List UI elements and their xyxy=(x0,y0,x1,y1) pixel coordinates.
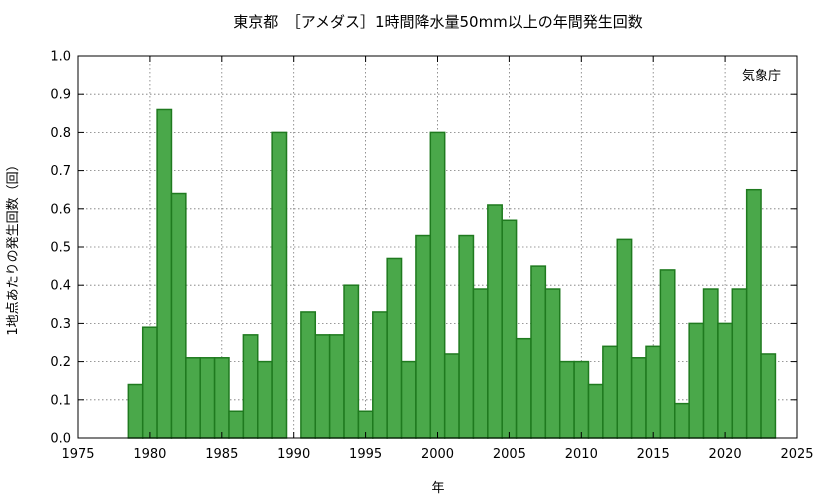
x-tick-label: 2010 xyxy=(565,447,598,462)
bar-1989 xyxy=(271,131,288,439)
bar-2008 xyxy=(544,288,561,439)
bar-1988 xyxy=(257,360,273,439)
y-tick-label: 0.1 xyxy=(50,393,71,408)
bar-2007 xyxy=(530,265,547,439)
y-tick-label: 1.0 xyxy=(50,50,71,65)
x-axis-label: 年 xyxy=(431,481,444,496)
bar-1979 xyxy=(127,383,144,439)
bar-2016 xyxy=(659,269,676,439)
bar-2015 xyxy=(645,345,662,439)
bar-2019 xyxy=(702,288,719,439)
bar-2014 xyxy=(630,357,647,439)
y-tick-label: 0.5 xyxy=(50,241,71,256)
bar-2010 xyxy=(573,360,590,439)
x-tick-label: 2000 xyxy=(421,447,454,462)
y-tick-label: 0.7 xyxy=(50,164,71,179)
axis-ticks: 0.0 0.1 0.2 0.3 0.4 0.5 0.6 0.7 0.8 0.9 1.0 1975 198… xyxy=(50,50,813,463)
bar-1993 xyxy=(328,334,345,439)
bar-1984 xyxy=(199,357,216,439)
bar-2021 xyxy=(731,288,748,439)
bars xyxy=(127,108,777,439)
bar-1983 xyxy=(185,357,201,439)
y-tick-label: 0.8 xyxy=(50,126,71,141)
y-tick-label: 0.0 xyxy=(50,432,71,447)
y-tick-label: 0.2 xyxy=(50,355,71,370)
x-tick-label: 1975 xyxy=(61,447,94,462)
bar-2001 xyxy=(443,353,460,439)
bar-2023 xyxy=(760,353,777,439)
x-tick-label: 2015 xyxy=(637,447,670,462)
bar-1998 xyxy=(400,360,417,439)
x-tick-label: 2005 xyxy=(493,447,526,462)
bar-2022 xyxy=(745,188,762,439)
bar-2005 xyxy=(501,219,518,439)
x-tick-label: 1995 xyxy=(349,447,382,462)
bar-2002 xyxy=(458,234,475,439)
bar-2017 xyxy=(674,402,690,439)
x-tick-label: 1980 xyxy=(133,447,166,462)
bar-1985 xyxy=(213,357,230,439)
bar-2003 xyxy=(472,288,489,439)
bar-1981 xyxy=(156,108,173,439)
bar-2011 xyxy=(587,383,604,439)
y-tick-label: 0.3 xyxy=(50,317,71,332)
bar-2004 xyxy=(487,204,503,439)
y-tick-label: 0.9 xyxy=(50,88,71,103)
bar-2018 xyxy=(688,322,705,439)
bar-2006 xyxy=(515,337,532,439)
bar-1994 xyxy=(343,284,360,439)
x-tick-label: 2020 xyxy=(709,447,742,462)
credit-label: 気象庁 xyxy=(742,68,781,84)
bar-1986 xyxy=(228,410,245,439)
bar-2020 xyxy=(717,322,734,439)
y-tick-label: 0.4 xyxy=(50,279,71,294)
bar-1996 xyxy=(372,311,388,439)
bar-2013 xyxy=(616,238,633,439)
bar-1999 xyxy=(415,234,432,439)
bar-1980 xyxy=(141,326,158,439)
x-tick-label: 1990 xyxy=(277,447,310,462)
bar-1997 xyxy=(386,257,403,439)
x-tick-label: 1985 xyxy=(205,447,238,462)
bar-2009 xyxy=(558,360,575,439)
y-tick-label: 0.6 xyxy=(50,202,71,217)
y-axis-label: 1地点あたりの発生回数（回） xyxy=(6,158,21,335)
x-tick-label: 2025 xyxy=(780,447,813,462)
bar-1991 xyxy=(300,311,317,439)
bar-1987 xyxy=(242,334,259,439)
bar-2012 xyxy=(602,345,618,439)
bar-1992 xyxy=(314,334,331,439)
bar-2000 xyxy=(429,131,446,439)
chart-title: 東京都 ［アメダス］1時間降水量50mm以上の年間発生回数 xyxy=(233,13,643,31)
bar-1982 xyxy=(170,192,187,439)
